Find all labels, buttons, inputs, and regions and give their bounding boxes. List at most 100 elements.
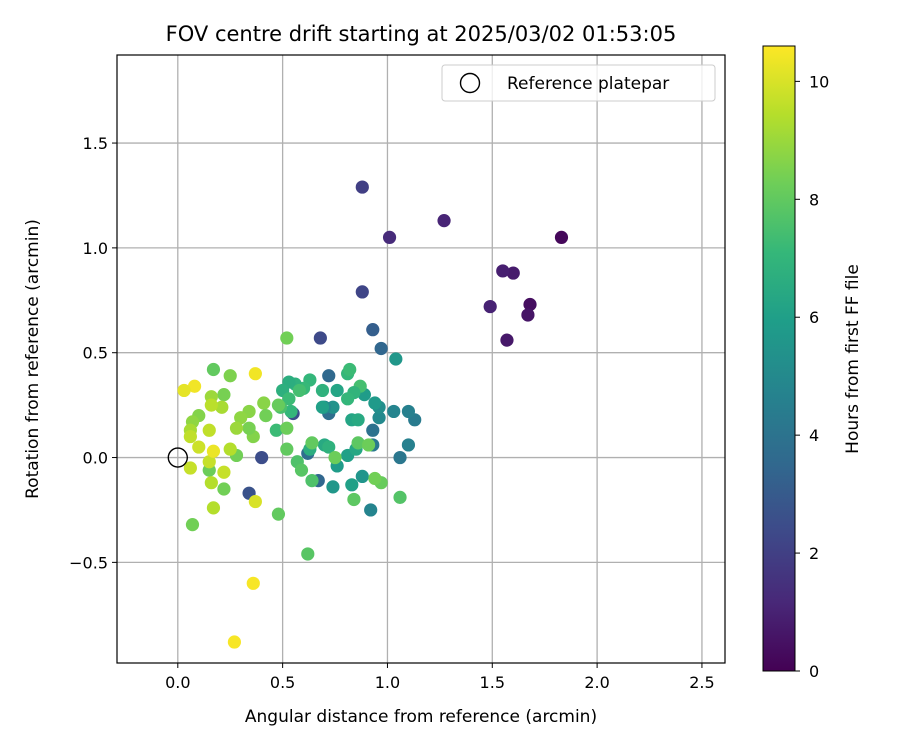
data-point	[322, 440, 336, 454]
data-point	[294, 463, 309, 477]
data-point	[305, 474, 319, 488]
data-point	[364, 503, 378, 517]
data-point	[187, 379, 202, 393]
data-point	[351, 413, 365, 427]
data-point	[223, 442, 237, 456]
colorbar-tick-label: 4	[809, 426, 819, 445]
x-tick-label: 0.0	[165, 673, 190, 692]
data-point	[217, 465, 231, 479]
data-point	[483, 299, 497, 314]
data-point	[315, 400, 330, 414]
legend-label: Reference platepar	[507, 74, 669, 94]
data-point	[326, 480, 340, 494]
data-point	[361, 438, 376, 452]
data-point	[248, 494, 262, 509]
x-tick-label: 0.5	[270, 673, 295, 692]
data-point	[521, 308, 535, 322]
data-point	[204, 476, 218, 490]
colorbar-gradient	[762, 45, 796, 672]
data-point	[372, 411, 386, 425]
plot-frame	[116, 54, 726, 664]
y-tick-label: 0.5	[83, 344, 108, 363]
colorbar-tick-label: 10	[809, 72, 829, 91]
y-tick-label: −0.5	[69, 553, 108, 572]
data-point	[330, 383, 344, 398]
y-axis-ticks: −0.5 0.0 0.5 1.0 1.5	[69, 134, 117, 572]
data-point	[322, 369, 336, 383]
data-point	[282, 392, 296, 406]
colorbar-label: Hours from first FF file	[843, 264, 863, 454]
colorbar-tick-label: 2	[809, 544, 819, 563]
data-point	[315, 383, 330, 398]
legend-box	[441, 64, 716, 102]
data-point	[183, 429, 197, 444]
data-point	[284, 404, 298, 419]
data-point	[554, 230, 569, 244]
data-point	[248, 367, 262, 381]
data-point	[271, 507, 286, 521]
x-tick-label: 1.5	[480, 673, 505, 692]
data-point	[217, 388, 231, 402]
grid-lines	[117, 55, 725, 663]
colorbar: 0 2 4 6 8 10 Hours from first FF file	[762, 45, 863, 681]
data-point	[192, 440, 206, 454]
data-point	[393, 450, 407, 465]
data-point	[366, 323, 380, 337]
data-point	[496, 264, 510, 278]
data-point	[345, 478, 359, 492]
colorbar-tick-label: 0	[809, 662, 819, 681]
data-point	[437, 214, 451, 228]
data-point	[206, 362, 221, 377]
data-point	[242, 421, 256, 435]
data-point	[234, 411, 248, 425]
data-point	[313, 331, 327, 345]
data-point	[393, 490, 407, 504]
data-point	[202, 423, 216, 437]
data-point	[255, 450, 269, 465]
data-point	[401, 438, 416, 452]
y-axis-label: Rotation from reference (arcmin)	[23, 219, 43, 499]
data-point	[206, 444, 221, 458]
data-point	[355, 469, 369, 484]
x-axis-label: Angular distance from reference (arcmin)	[245, 707, 597, 727]
data-point	[206, 501, 221, 515]
data-point	[355, 180, 369, 194]
data-point	[246, 576, 260, 590]
data-point	[280, 331, 294, 345]
x-tick-label: 1.0	[375, 673, 400, 692]
data-point	[217, 482, 231, 496]
chart-title: FOV centre drift starting at 2025/03/02 …	[166, 22, 677, 46]
data-point	[347, 492, 361, 507]
data-point	[366, 423, 380, 437]
x-tick-label: 2.0	[584, 673, 609, 692]
data-point	[368, 471, 382, 486]
data-point	[177, 383, 191, 398]
x-axis-ticks: 0.0 0.5 1.0 1.5 2.0 2.5	[165, 663, 715, 692]
data-point	[301, 547, 315, 561]
y-tick-label: 1.5	[83, 134, 108, 153]
data-point	[328, 450, 342, 465]
data-points	[177, 180, 569, 649]
data-point	[215, 400, 229, 414]
data-point	[506, 266, 520, 280]
colorbar-tick-label: 8	[809, 190, 819, 209]
reference-platepar-marker	[167, 447, 189, 468]
data-point	[500, 333, 514, 347]
data-point	[229, 421, 244, 435]
data-point	[259, 409, 273, 423]
colorbar-ticks: 0 2 4 6 8 10	[795, 72, 829, 681]
data-point	[351, 436, 365, 450]
data-point	[382, 230, 397, 244]
data-point	[387, 404, 401, 419]
data-point	[223, 369, 237, 383]
y-tick-label: 0.0	[83, 449, 108, 468]
data-point	[389, 352, 403, 366]
data-point	[227, 635, 242, 649]
data-point	[204, 398, 218, 412]
data-point	[305, 436, 319, 450]
data-point	[183, 461, 197, 475]
legend: Reference platepar	[441, 64, 716, 102]
data-point	[185, 518, 200, 532]
data-point	[280, 442, 294, 456]
